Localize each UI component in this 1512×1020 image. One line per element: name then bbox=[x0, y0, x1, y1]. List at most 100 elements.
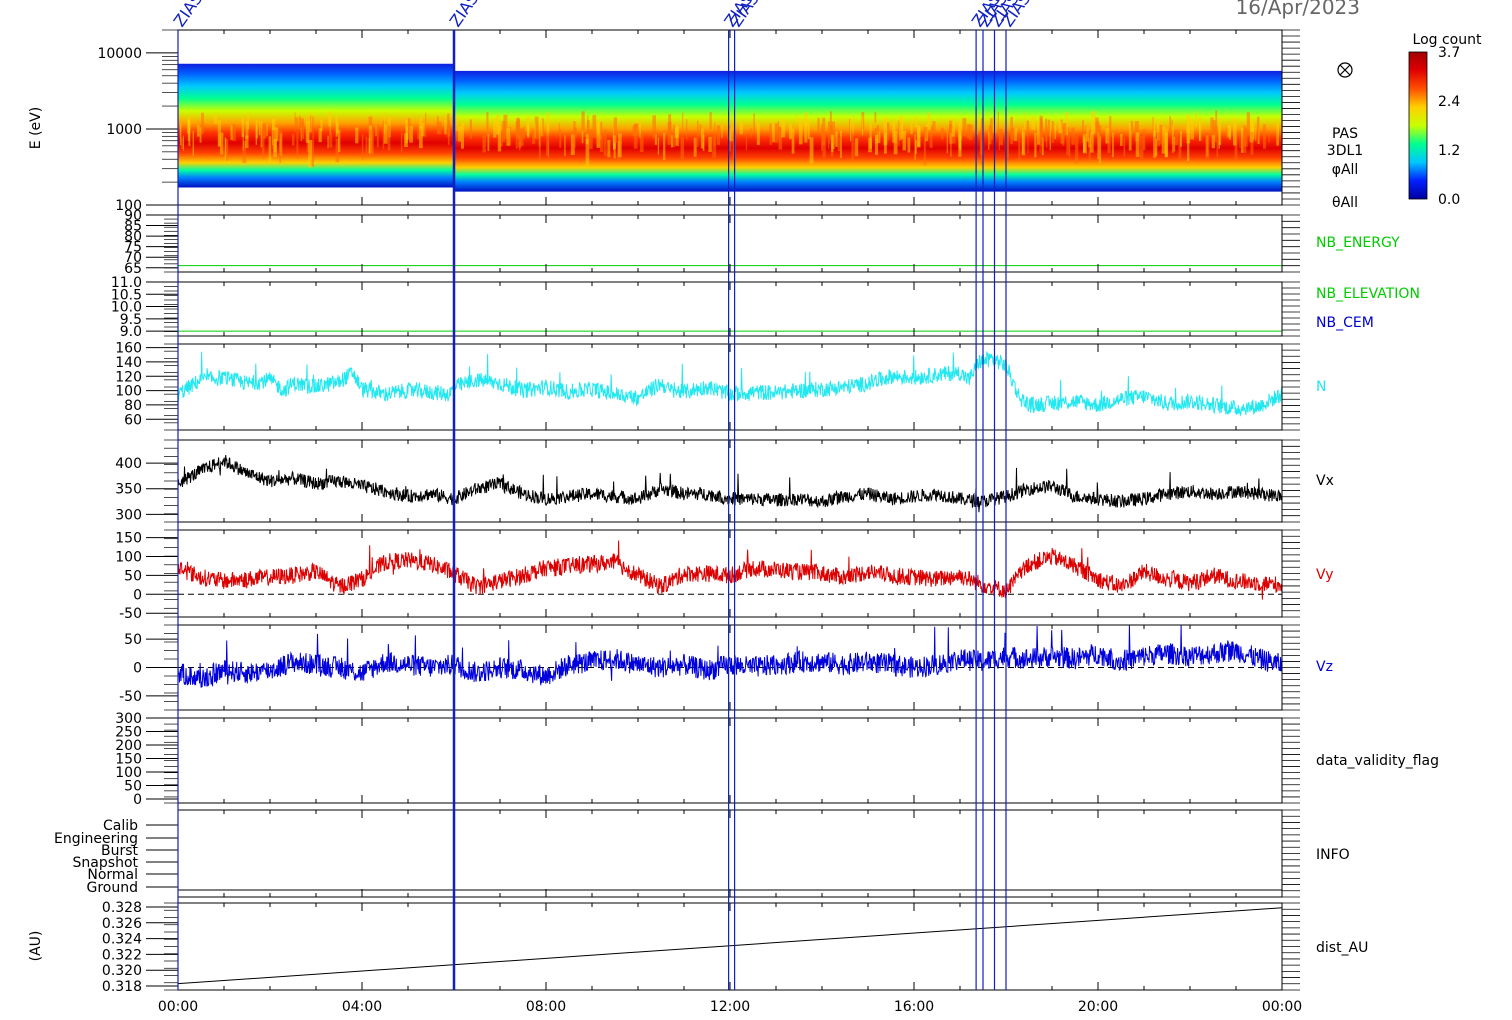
spectrogram-texture bbox=[600, 122, 603, 140]
spectrogram-texture bbox=[613, 117, 618, 143]
y-tick-label: 80 bbox=[124, 229, 142, 245]
spectrogram-texture bbox=[1233, 117, 1237, 146]
spectrogram-texture bbox=[795, 113, 798, 124]
spectrogram-texture bbox=[1013, 128, 1018, 141]
spectrogram-texture bbox=[486, 112, 489, 130]
spectrogram-texture bbox=[419, 126, 423, 149]
spectrogram-texture bbox=[509, 126, 512, 146]
y-tick-label: 200 bbox=[115, 738, 142, 754]
spectrogram-texture bbox=[1239, 131, 1241, 149]
spectrogram-texture bbox=[917, 125, 921, 147]
n-label: N bbox=[1316, 379, 1326, 395]
spectrogram-texture bbox=[639, 118, 641, 138]
spectrogram-texture bbox=[546, 134, 549, 156]
spectrogram-texture bbox=[976, 122, 978, 135]
y-tick-label: 75 bbox=[124, 240, 142, 256]
spectrogram-texture bbox=[886, 122, 890, 141]
vy-line bbox=[177, 540, 1283, 600]
y-tick-label: 0.318 bbox=[102, 979, 142, 995]
spectrogram-texture bbox=[874, 112, 877, 123]
spectrogram-texture bbox=[750, 127, 752, 138]
spectrogram-texture bbox=[224, 137, 227, 163]
y-tick-label: 150 bbox=[115, 531, 142, 547]
spectrogram-texture bbox=[309, 115, 312, 134]
spectrogram-texture bbox=[803, 112, 808, 127]
density-line bbox=[177, 350, 1283, 417]
y-tick-label: 65 bbox=[124, 261, 142, 277]
time-tick-label: 16:00 bbox=[894, 999, 934, 1015]
spectrogram-texture bbox=[1276, 123, 1280, 146]
spectrogram-texture bbox=[527, 116, 530, 138]
spectrogram-texture bbox=[831, 134, 834, 153]
spectrogram-texture bbox=[958, 120, 962, 141]
spectrogram-texture bbox=[739, 122, 743, 135]
date-label: 16/Apr/2023 bbox=[1236, 0, 1360, 19]
spectrogram-texture bbox=[1250, 132, 1254, 155]
spectrogram-texture bbox=[242, 140, 247, 164]
spectrogram-texture bbox=[979, 134, 984, 155]
spectrogram-texture bbox=[1155, 138, 1158, 157]
spectrogram-texture bbox=[1006, 131, 1009, 158]
y-tick-label: 160 bbox=[115, 341, 142, 357]
spectrogram-texture bbox=[329, 131, 333, 148]
spectrogram-texture bbox=[1047, 119, 1051, 135]
spectrogram-texture bbox=[924, 126, 928, 139]
spectrogram-texture bbox=[702, 134, 705, 151]
spectrogram-texture bbox=[503, 114, 508, 139]
spectrogram-texture bbox=[1049, 123, 1052, 150]
spectrogram-texture bbox=[923, 138, 926, 166]
info-level-label: Normal bbox=[87, 867, 138, 883]
spectrogram-texture bbox=[502, 120, 506, 142]
spectrogram-texture bbox=[181, 137, 184, 149]
spectrogram-texture bbox=[618, 133, 622, 158]
spectrogram-texture bbox=[798, 117, 803, 145]
spectrogram-texture bbox=[272, 119, 274, 146]
spectrogram-texture bbox=[1198, 116, 1200, 129]
y-tick-label: 100 bbox=[115, 384, 142, 400]
y-tick-label: 400 bbox=[115, 456, 142, 472]
spectrogram-texture bbox=[197, 125, 200, 137]
spectrogram-texture bbox=[902, 130, 907, 151]
direction-into-page-icon bbox=[1337, 62, 1353, 78]
spectrogram-texture bbox=[1198, 118, 1201, 141]
spectrogram-texture bbox=[632, 125, 635, 136]
spectrogram-texture bbox=[1034, 132, 1037, 158]
data-validity-label: data_validity_flag bbox=[1316, 753, 1439, 769]
spectrogram-texture bbox=[898, 120, 900, 147]
spectrogram-texture bbox=[405, 126, 409, 140]
spectrogram-texture bbox=[874, 134, 879, 155]
spectrogram-texture bbox=[1195, 110, 1198, 127]
spectrogram-texture bbox=[667, 121, 672, 145]
spectrogram-texture bbox=[400, 127, 403, 153]
spectrogram-texture bbox=[546, 112, 550, 137]
spectrogram-texture bbox=[368, 138, 370, 154]
spectrogram-texture bbox=[962, 118, 967, 137]
spectrogram-side-label: φAll bbox=[1332, 162, 1359, 178]
spectrogram-texture bbox=[652, 115, 657, 139]
spectrogram-texture bbox=[1075, 135, 1079, 164]
spectrogram-texture bbox=[712, 135, 717, 158]
spectrogram-texture bbox=[981, 118, 984, 134]
spectrogram-texture bbox=[1174, 130, 1179, 146]
spectrogram-texture bbox=[1039, 125, 1041, 154]
spectrogram-texture bbox=[1066, 127, 1070, 156]
y-tick-label: 10.0 bbox=[111, 300, 142, 316]
spectrogram-texture bbox=[231, 124, 236, 141]
panel-frame bbox=[177, 902, 1283, 991]
vy-label: Vy bbox=[1316, 567, 1334, 583]
info-level-label: Burst bbox=[101, 843, 139, 859]
spectrogram-texture bbox=[714, 122, 716, 147]
spectrogram-texture bbox=[298, 116, 301, 131]
spectrogram-texture bbox=[417, 129, 420, 140]
spectrogram-texture bbox=[951, 118, 955, 137]
spectrogram-texture bbox=[1216, 140, 1219, 158]
spectrogram-block bbox=[178, 63, 454, 188]
spectrogram-texture bbox=[585, 134, 589, 145]
spectrogram-texture bbox=[1085, 125, 1087, 152]
spectrogram-texture bbox=[355, 127, 359, 144]
spectrogram-texture bbox=[861, 115, 864, 136]
spectrogram-texture bbox=[1098, 136, 1102, 164]
panel-frame bbox=[177, 439, 1283, 523]
spectrogram-texture bbox=[522, 127, 526, 139]
